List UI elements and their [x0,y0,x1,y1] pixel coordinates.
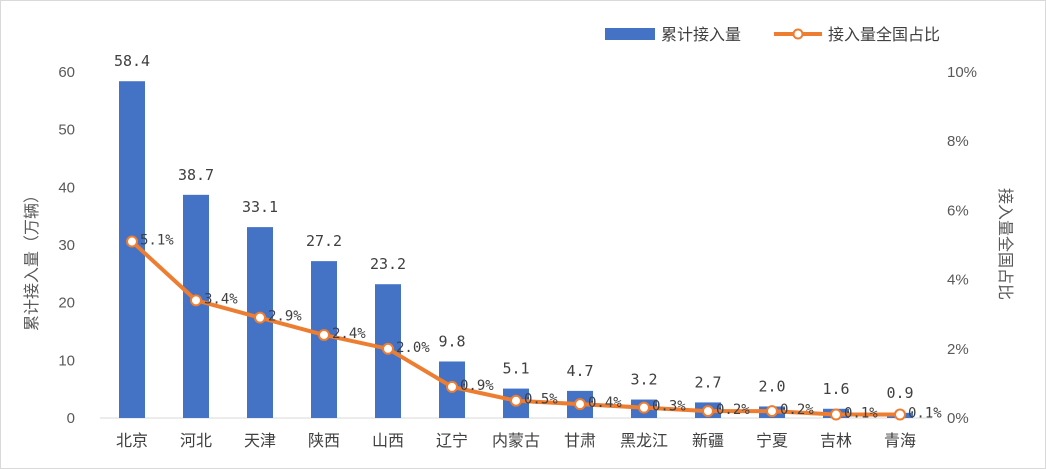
x-tick-label: 新疆 [692,431,724,450]
x-tick-label: 内蒙古 [492,431,540,450]
x-tick-label: 黑龙江 [620,431,668,450]
bar-value-label: 0.9 [886,384,913,402]
bar-value-label: 58.4 [114,52,150,70]
line-value-label: 0.5% [524,392,558,408]
line-value-label: 0.1% [844,406,878,422]
y-tick-label: 60 [58,64,75,81]
y2-tick-label: 10% [947,64,977,81]
bar-value-label: 1.6 [822,380,849,398]
bar-value-label: 27.2 [306,232,342,250]
bar-value-label: 38.7 [178,166,214,184]
line-point [830,408,842,421]
y-tick-label: 40 [58,179,75,196]
y2-tick-label: 8% [947,133,969,150]
line-value-label: 2.9% [268,309,302,325]
x-tick-label: 山西 [372,431,404,450]
y-tick-label: 30 [58,237,75,254]
axes: 0 10 20 30 40 50 60 0% 2% 4% 6% 8% 10% 北京 河北 天津 陕西 山西 辽宁 内蒙… [58,64,977,450]
legend: 累计接入量 接入量全国占比 [605,25,940,44]
legend-line-label: 接入量全国占比 [828,25,940,44]
line-value-label: 0.3% [652,399,686,415]
y-tick-label: 20 [58,295,75,312]
legend-bar-swatch [605,28,655,40]
bar [183,194,209,418]
line-value-label: 0.4% [588,395,622,411]
bar-series [119,81,913,418]
bar-value-label: 2.0 [758,377,785,395]
x-tick-label: 甘肃 [564,431,596,450]
y2-axis-title: 接入量全国占比 [996,188,1015,300]
line-point [446,380,458,393]
x-tick-label: 宁夏 [756,431,788,450]
line-value-label: 5.1% [140,233,174,249]
line-point [510,394,522,407]
line-point [894,408,906,421]
legend-line-marker [792,28,804,40]
x-tick-label: 陕西 [308,431,340,450]
y2-tick-label: 4% [947,272,969,289]
y-tick-label: 50 [58,122,75,139]
line-point [638,401,650,414]
line-value-label: 0.2% [780,402,814,418]
x-tick-label: 吉林 [820,431,852,450]
line-point [318,328,330,341]
x-tick-label: 北京 [116,431,148,450]
bar-value-label: 3.2 [630,371,657,389]
y2-tick-label: 2% [947,341,969,358]
line-point [574,398,586,411]
x-tick-label: 青海 [884,431,916,450]
line-value-label: 2.0% [396,340,430,356]
line-value-label: 2.4% [332,326,366,342]
line-value-label: 0.9% [460,378,494,394]
line-point [702,405,714,418]
line-value-label: 0.1% [908,406,942,422]
y-tick-label: 10 [58,352,75,369]
y-tick-label: 0 [67,410,75,427]
line-point [126,235,138,248]
line-point [254,311,266,324]
bar-value-label: 4.7 [566,362,593,380]
bar-value-label: 23.2 [370,255,406,273]
x-tick-label: 天津 [244,431,276,450]
y2-tick-label: 0% [947,410,969,427]
bar-value-label: 2.7 [694,373,721,391]
bar-value-label: 33.1 [242,198,278,216]
line-value-label: 0.2% [716,402,750,418]
x-tick-label: 辽宁 [436,431,468,450]
line-point [382,342,394,355]
data-labels: 58.4 38.7 33.1 27.2 23.2 9.8 5.1 4.7 3.2 2.7 2.0 1.… [114,52,942,421]
line-series [126,235,906,421]
line-value-label: 3.4% [204,291,238,307]
line-point [190,294,202,307]
y-axis-title: 累计接入量（万辆） [22,187,41,331]
bar-value-label: 9.8 [438,332,465,350]
line-point [766,405,778,418]
bar-value-label: 5.1 [502,360,529,378]
x-tick-label: 河北 [180,431,212,450]
y2-tick-label: 6% [947,202,969,219]
legend-bar-label: 累计接入量 [661,25,741,44]
